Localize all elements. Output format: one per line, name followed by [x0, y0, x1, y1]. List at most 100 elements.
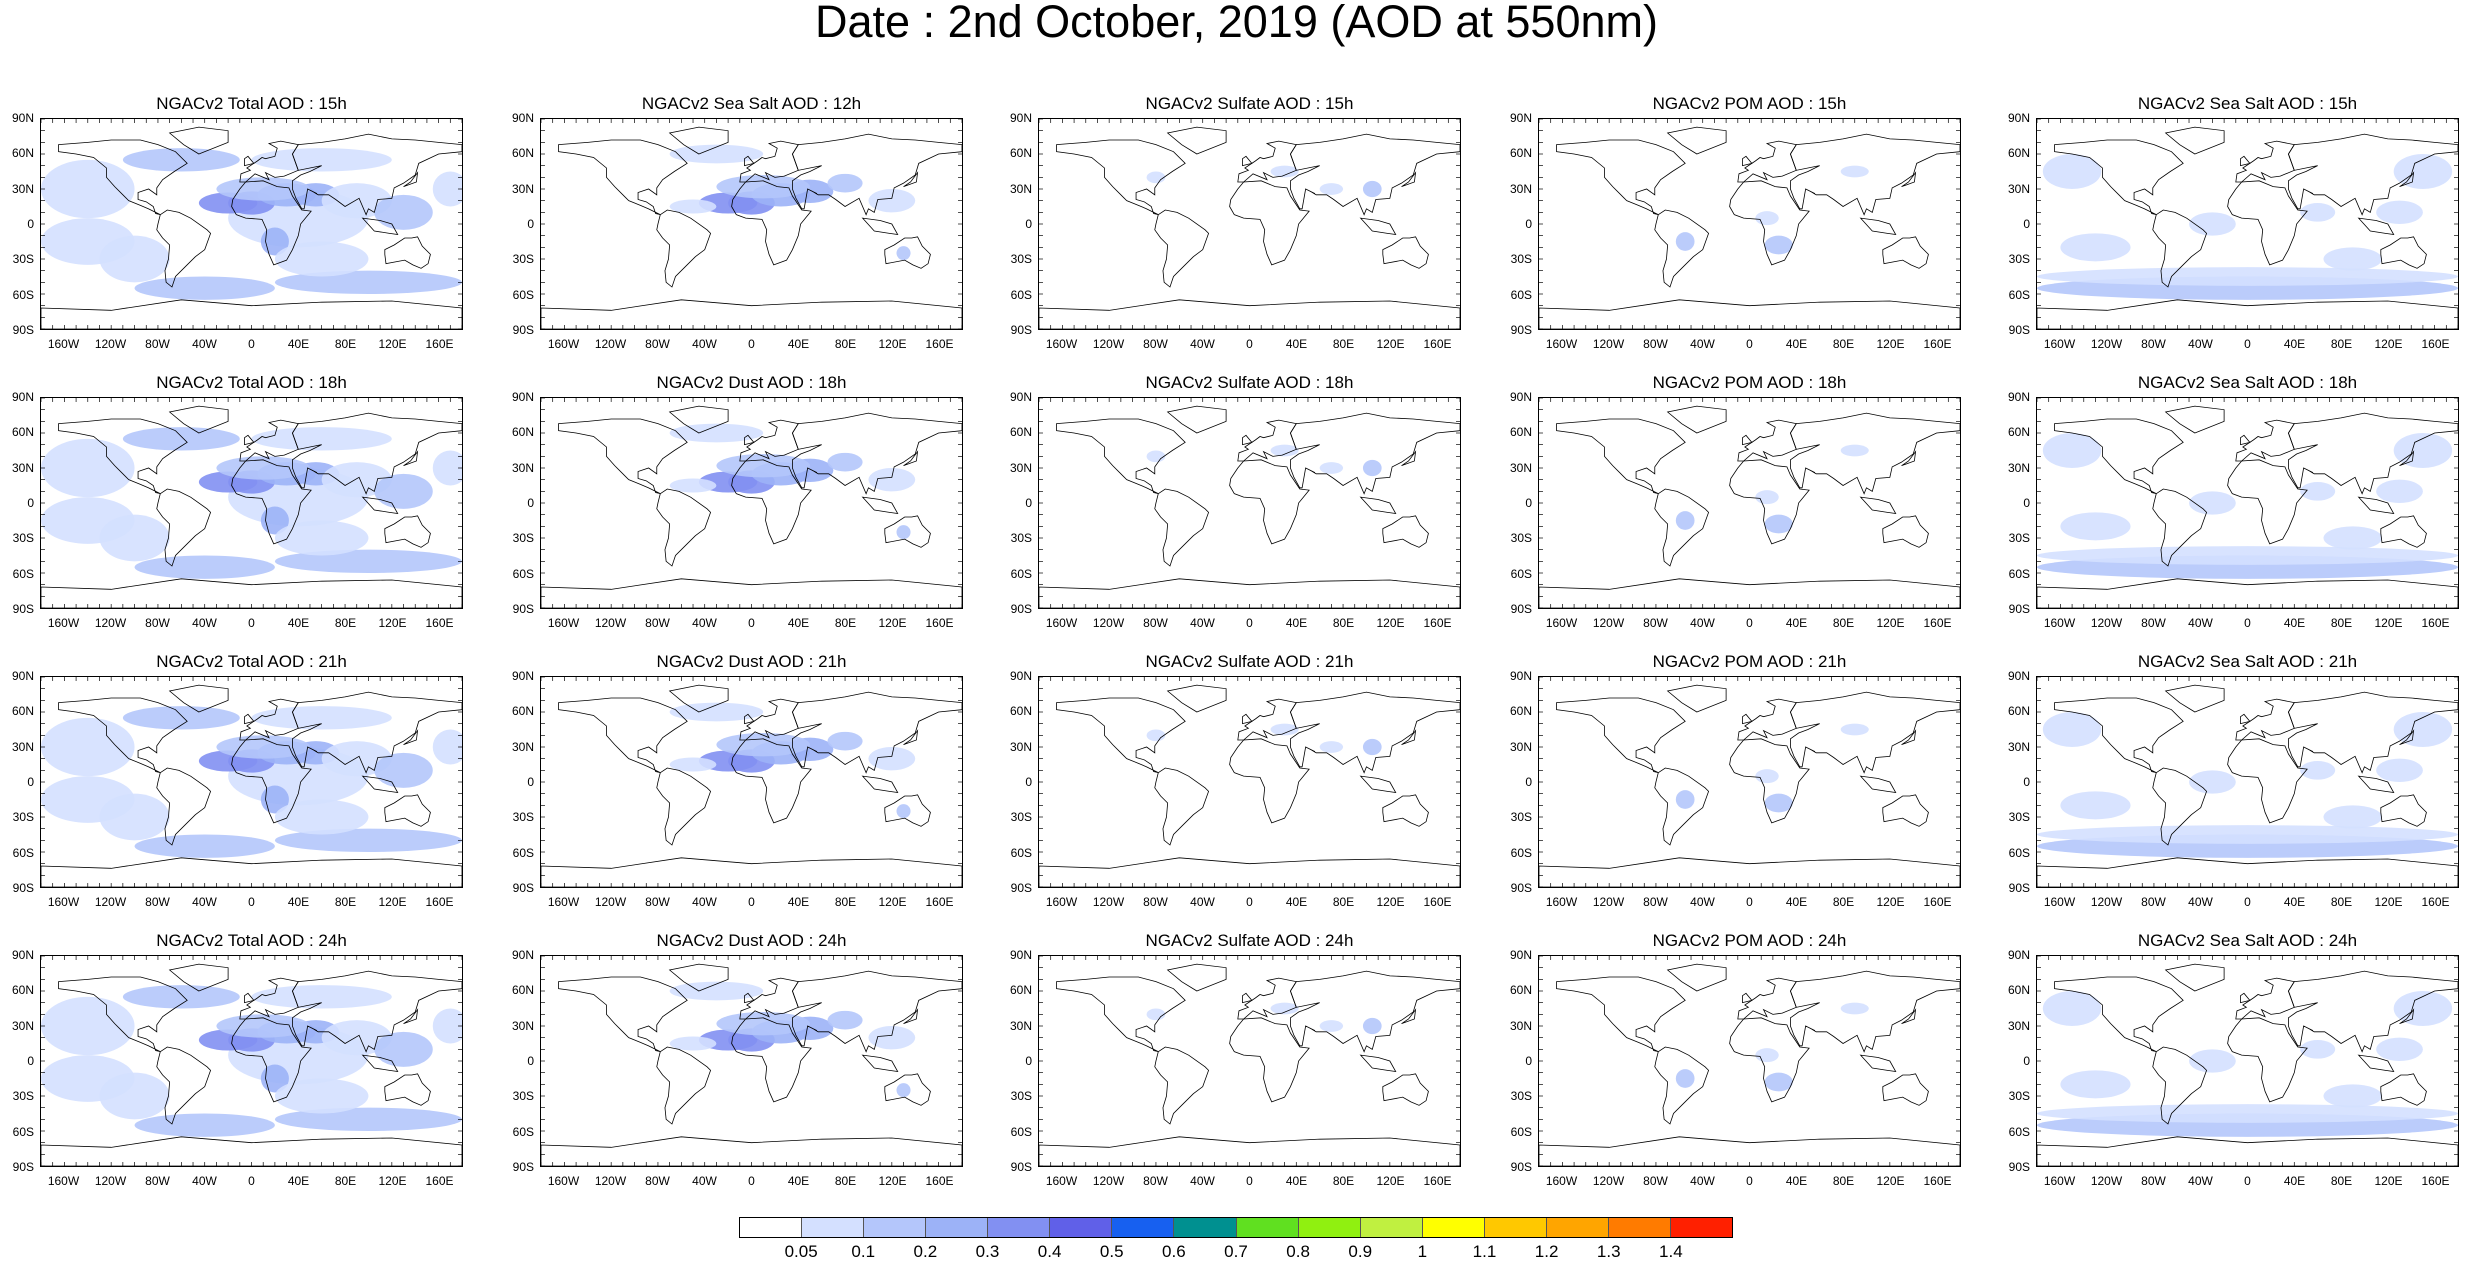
- lon-label: 40E: [1285, 616, 1308, 630]
- map-panel-r1-c3: NGACv2 Sulfate AOD : 15h 90N 60N 30N 0 30S 60S…: [1010, 95, 1461, 355]
- aod-plume: [868, 747, 916, 771]
- coastline: [403, 1008, 419, 1025]
- lat-label: 30S: [12, 810, 34, 825]
- coastline: [1737, 977, 1797, 1020]
- coastline: [2037, 299, 2458, 329]
- aod-plume: [669, 1036, 717, 1051]
- aod-plume: [1755, 490, 1779, 505]
- lon-label: 120E: [2374, 337, 2403, 351]
- coastline: [731, 738, 812, 824]
- coastline: [2152, 488, 2208, 567]
- lat-label: 90N: [1009, 390, 1032, 404]
- lon-label: 160W: [2043, 1174, 2076, 1188]
- coastline: [668, 126, 729, 155]
- colorbar-swatch: [1112, 1218, 1175, 1237]
- coastline: [1666, 684, 1727, 713]
- aod-map-svg: [41, 677, 462, 887]
- lat-label: 60S: [2008, 1124, 2030, 1139]
- lat-label: 60S: [512, 566, 534, 581]
- panel-title: NGACv2 Total AOD : 21h: [156, 652, 347, 671]
- map-panel-r3-c5: NGACv2 Sea Salt AOD : 21h 90N 60N 30N 0 30S 60…: [2008, 653, 2459, 913]
- aod-map-svg: [2037, 119, 2458, 329]
- aod-plume: [669, 144, 764, 164]
- lat-label: 60N: [11, 146, 34, 161]
- lon-label: 0: [748, 1174, 755, 1188]
- lon-label: 120E: [1376, 895, 1405, 909]
- aod-plume: [41, 438, 135, 498]
- lat-label: 30N: [1009, 739, 1032, 754]
- coastline: [2164, 405, 2225, 434]
- aod-plume: [669, 702, 764, 722]
- aod-plume: [274, 828, 462, 852]
- lon-label: 120E: [378, 1174, 407, 1188]
- coastline: [239, 419, 299, 462]
- lon-label: 120W: [1092, 616, 1125, 630]
- coastline: [1056, 697, 1186, 774]
- aod-plume: [1675, 790, 1695, 809]
- coastline: [168, 963, 229, 992]
- coastline: [1654, 1046, 1710, 1125]
- lon-label: 40W: [1190, 895, 1215, 909]
- lon-label: 0: [2244, 616, 2251, 630]
- lon-label: 160W: [1545, 895, 1578, 909]
- aod-plume: [2037, 546, 2458, 565]
- coastline: [558, 697, 688, 774]
- map-panel-r2-c3: NGACv2 Sulfate AOD : 18h 90N 60N 30N 0 30S 60S…: [1010, 374, 1461, 634]
- lon-label: 120W: [2090, 1174, 2123, 1188]
- lat-label: 60N: [1509, 983, 1532, 998]
- coastline: [1901, 171, 1917, 188]
- coastline: [1401, 171, 1417, 188]
- coastline: [2235, 419, 2295, 462]
- lon-label: 40E: [787, 616, 810, 630]
- lon-label: 80E: [1832, 616, 1855, 630]
- coastline: [1539, 857, 1960, 887]
- coastline: [384, 515, 431, 548]
- coastline: [2287, 691, 2458, 774]
- colorbar-swatch: [1174, 1218, 1237, 1237]
- lon-label: 40W: [692, 1174, 717, 1188]
- coastline: [291, 691, 462, 774]
- lat-label: 30S: [2008, 1089, 2030, 1104]
- coastline: [2399, 450, 2415, 467]
- coastline: [541, 857, 962, 887]
- coastline: [239, 698, 299, 741]
- lat-label: 90N: [1509, 390, 1532, 404]
- coastline: [2037, 857, 2458, 887]
- lon-label: 80E: [1332, 1174, 1355, 1188]
- colorbar-tick-label: 0.2: [913, 1242, 938, 1261]
- lat-label: 30S: [1510, 531, 1532, 546]
- lon-label: 120E: [378, 337, 407, 351]
- coastline: [168, 126, 229, 155]
- lat-label: 60N: [511, 983, 534, 998]
- colorbar-tick-label: 1.3: [1596, 1242, 1621, 1261]
- lon-label: 160W: [547, 616, 580, 630]
- lon-label: 80W: [1643, 337, 1668, 351]
- coastline: [1859, 496, 1897, 515]
- coastline: [168, 684, 229, 713]
- coastline: [884, 515, 931, 548]
- colorbar-tick-label: 1: [1417, 1242, 1428, 1261]
- lat-label: 0: [527, 775, 534, 789]
- lon-label: 160E: [1423, 1174, 1452, 1188]
- lat-label: 30S: [12, 1089, 34, 1104]
- lat-label: 60N: [1009, 704, 1032, 719]
- lat-label: 30S: [2008, 252, 2030, 267]
- coastline: [291, 970, 462, 1053]
- lat-label: 30S: [1010, 1089, 1032, 1104]
- coastline: [2164, 963, 2225, 992]
- colorbar-tick-label: 0.5: [1099, 1242, 1124, 1261]
- lat-label: 30S: [12, 531, 34, 546]
- lon-label: 0: [748, 337, 755, 351]
- aod-plume: [1146, 729, 1166, 742]
- lat-label: 90S: [2008, 323, 2030, 337]
- coastline: [791, 691, 962, 774]
- coastline: [361, 1054, 399, 1073]
- coastline: [1382, 1073, 1429, 1106]
- coastline: [1166, 963, 1227, 992]
- coastline: [1729, 459, 1810, 545]
- aod-plume: [122, 985, 240, 1009]
- coastline: [361, 496, 399, 515]
- coastline: [1229, 459, 1310, 545]
- lat-label: 0: [2023, 496, 2030, 510]
- aod-plume: [216, 456, 310, 480]
